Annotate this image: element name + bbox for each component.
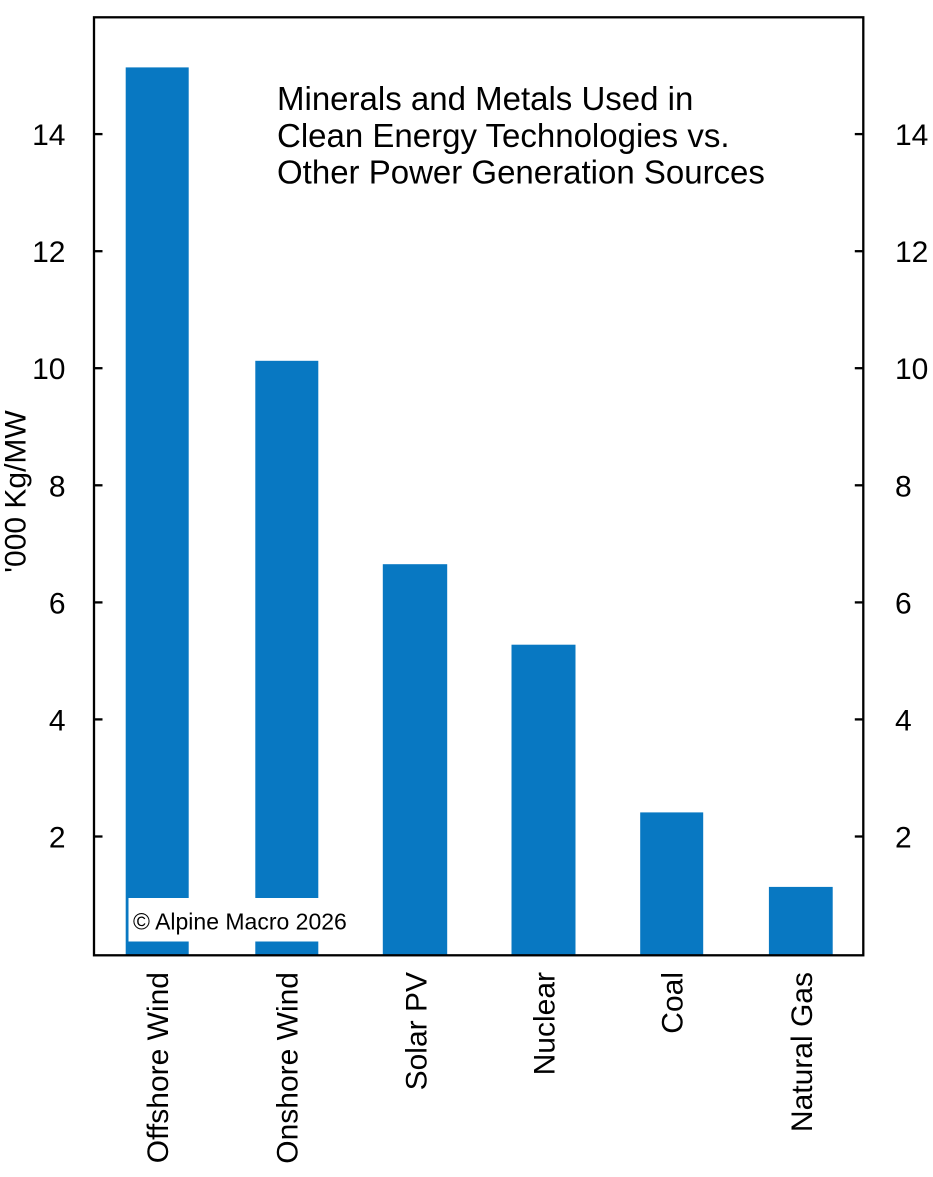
svg-text:6: 6 bbox=[49, 587, 66, 620]
svg-text:Natural Gas: Natural Gas bbox=[786, 972, 819, 1132]
svg-text:2: 2 bbox=[49, 822, 66, 855]
svg-text:10: 10 bbox=[32, 353, 65, 386]
svg-text:Nuclear: Nuclear bbox=[529, 972, 562, 1075]
svg-text:Other Power Generation Sources: Other Power Generation Sources bbox=[277, 154, 765, 191]
svg-text:Coal: Coal bbox=[657, 972, 690, 1034]
svg-text:Onshore Wind: Onshore Wind bbox=[272, 972, 305, 1164]
svg-text:6: 6 bbox=[895, 587, 912, 620]
svg-text:© Alpine Macro 2026: © Alpine Macro 2026 bbox=[133, 909, 347, 935]
svg-text:10: 10 bbox=[895, 353, 928, 386]
svg-text:4: 4 bbox=[49, 704, 66, 737]
svg-text:12: 12 bbox=[895, 236, 928, 269]
svg-text:Solar PV: Solar PV bbox=[400, 972, 433, 1090]
svg-text:14: 14 bbox=[895, 119, 928, 152]
svg-text:8: 8 bbox=[49, 470, 66, 503]
svg-text:Offshore Wind: Offshore Wind bbox=[142, 972, 175, 1163]
svg-text:8: 8 bbox=[895, 470, 912, 503]
svg-text:Clean Energy Technologies vs.: Clean Energy Technologies vs. bbox=[277, 117, 730, 154]
svg-text:12: 12 bbox=[32, 236, 65, 269]
svg-text:14: 14 bbox=[32, 119, 65, 152]
svg-text:Minerals and Metals Used in: Minerals and Metals Used in bbox=[277, 80, 693, 117]
svg-text:'000 Kg/MW: '000 Kg/MW bbox=[0, 410, 33, 573]
svg-text:2: 2 bbox=[895, 822, 912, 855]
svg-text:4: 4 bbox=[895, 704, 912, 737]
